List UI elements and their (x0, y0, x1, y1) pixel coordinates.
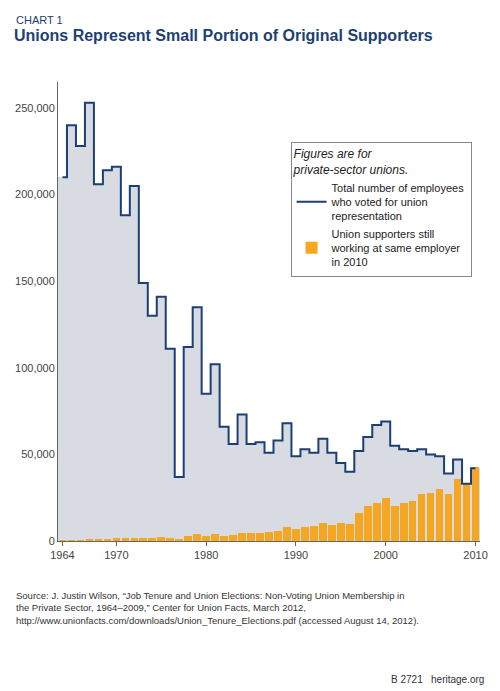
svg-text:1964: 1964 (50, 549, 74, 561)
svg-text:100,000: 100,000 (15, 362, 55, 374)
svg-text:200,000: 200,000 (15, 188, 55, 200)
svg-text:1990: 1990 (284, 549, 308, 561)
svg-text:Unions Represent Small Portion: Unions Represent Small Portion of Origin… (14, 27, 433, 44)
svg-text:1980: 1980 (194, 549, 218, 561)
svg-text:0: 0 (49, 535, 55, 547)
svg-text:Union supporters stillworking: Union supporters stillworking at same em… (331, 228, 461, 269)
svg-text:2010: 2010 (463, 549, 487, 561)
svg-text:150,000: 150,000 (15, 275, 55, 287)
svg-text:B 2721 heritage.org: B 2721 heritage.org (391, 674, 484, 685)
svg-text:Source: J. Justin Wilson, “Job: Source: J. Justin Wilson, “Job Tenure an… (16, 590, 419, 626)
svg-text:1970: 1970 (104, 549, 128, 561)
svg-text:Figures are forprivate-sector: Figures are forprivate-sector unions. (293, 147, 409, 177)
svg-text:50,000: 50,000 (21, 448, 55, 460)
svg-text:Total number of employeeswho v: Total number of employeeswho voted for u… (331, 182, 465, 223)
svg-text:250,000: 250,000 (15, 102, 55, 114)
svg-text:2000: 2000 (373, 549, 397, 561)
svg-text:CHART 1: CHART 1 (16, 14, 63, 26)
